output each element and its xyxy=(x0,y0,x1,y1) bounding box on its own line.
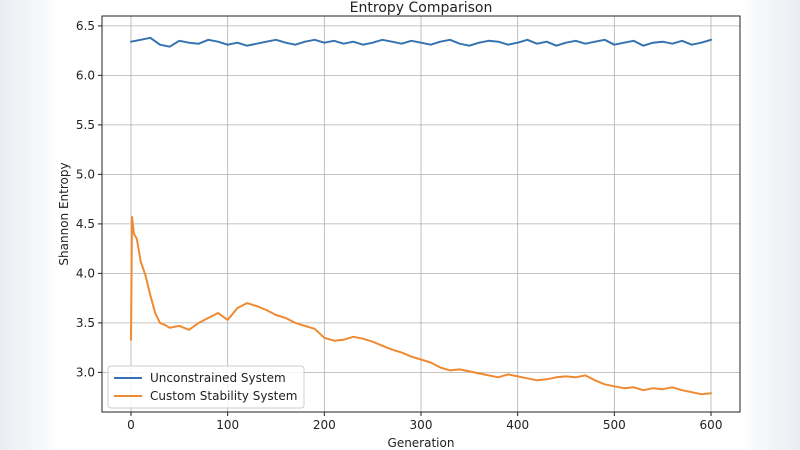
legend-box xyxy=(107,365,305,409)
y-tick-label-5: 5.5 xyxy=(76,118,95,132)
y-tick-label-7: 6.5 xyxy=(76,19,95,33)
y-tick-label-6: 6.0 xyxy=(76,68,95,82)
y-tick-label-1: 3.5 xyxy=(76,316,95,330)
y-axis-label: Shannon Entropy xyxy=(58,162,71,265)
x-tick-label-1: 100 xyxy=(216,418,239,432)
legend-label-custom-stability: Custom Stability System xyxy=(150,389,297,403)
x-tick-label-3: 300 xyxy=(410,418,433,432)
entropy-chart: Entropy Comparison Generation Shannon En… xyxy=(58,0,741,450)
y-tick-label-4: 5.0 xyxy=(76,167,95,181)
y-tick-label-0: 3.0 xyxy=(76,365,95,379)
x-tick-label-5: 500 xyxy=(603,418,626,432)
legend: Unconstrained System Custom Stability Sy… xyxy=(107,365,305,409)
x-tick-label-6: 600 xyxy=(700,418,723,432)
x-axis-label: Generation xyxy=(388,436,455,450)
legend-label-unconstrained: Unconstrained System xyxy=(150,371,286,385)
series-line-1 xyxy=(130,216,712,396)
x-tick-label-2: 200 xyxy=(313,418,336,432)
x-tick-label-0: 0 xyxy=(127,418,135,432)
chart-title: Entropy Comparison xyxy=(350,0,493,16)
chart-frame: Entropy Comparison Generation Shannon En… xyxy=(58,0,742,450)
y-tick-label-3: 4.5 xyxy=(76,217,95,231)
y-tick-label-2: 4.0 xyxy=(76,266,95,280)
series-line-0 xyxy=(130,36,712,48)
x-tick-label-4: 400 xyxy=(506,418,529,432)
